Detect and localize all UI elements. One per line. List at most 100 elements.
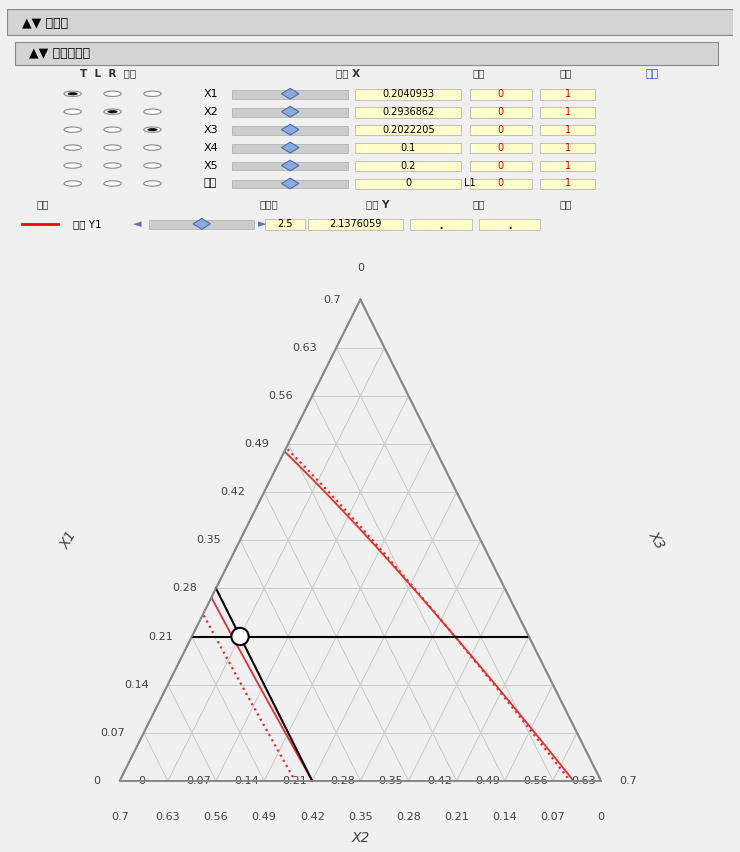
Circle shape bbox=[107, 110, 118, 113]
Text: 0.28: 0.28 bbox=[396, 812, 421, 822]
Text: 1: 1 bbox=[565, 89, 571, 99]
Text: 下限: 下限 bbox=[473, 199, 485, 209]
Circle shape bbox=[64, 163, 81, 168]
Text: 0.56: 0.56 bbox=[269, 391, 293, 400]
FancyBboxPatch shape bbox=[309, 219, 403, 230]
Circle shape bbox=[67, 92, 78, 95]
Text: 0.28: 0.28 bbox=[172, 584, 197, 593]
Text: 当前 X: 当前 X bbox=[336, 68, 360, 78]
Text: 0.63: 0.63 bbox=[155, 812, 180, 822]
Text: 0.63: 0.63 bbox=[571, 776, 596, 786]
Text: 上限: 上限 bbox=[559, 199, 572, 209]
Text: 类型: 类型 bbox=[204, 178, 217, 188]
FancyBboxPatch shape bbox=[265, 219, 305, 230]
Text: 0.14: 0.14 bbox=[124, 680, 149, 689]
Text: .: . bbox=[438, 215, 444, 233]
Text: 1: 1 bbox=[565, 160, 571, 170]
FancyBboxPatch shape bbox=[15, 42, 718, 65]
Text: 0.21: 0.21 bbox=[444, 812, 469, 822]
FancyBboxPatch shape bbox=[470, 142, 532, 153]
Text: X4: X4 bbox=[204, 142, 218, 153]
Text: 0.07: 0.07 bbox=[100, 728, 124, 738]
Text: 当前 Y: 当前 Y bbox=[366, 199, 389, 209]
Text: 0.63: 0.63 bbox=[292, 343, 317, 353]
FancyBboxPatch shape bbox=[470, 89, 532, 100]
Text: 0.2040933: 0.2040933 bbox=[383, 89, 434, 99]
FancyBboxPatch shape bbox=[232, 144, 349, 153]
Text: L1: L1 bbox=[464, 178, 476, 188]
FancyBboxPatch shape bbox=[232, 126, 349, 135]
Text: 更改: 更改 bbox=[645, 68, 659, 78]
Text: 0.49: 0.49 bbox=[244, 439, 269, 449]
Circle shape bbox=[144, 91, 161, 96]
Text: 0.56: 0.56 bbox=[204, 812, 228, 822]
FancyBboxPatch shape bbox=[232, 108, 349, 117]
Text: ►: ► bbox=[258, 219, 266, 229]
Polygon shape bbox=[281, 89, 299, 99]
FancyBboxPatch shape bbox=[540, 89, 595, 100]
Polygon shape bbox=[193, 218, 210, 229]
Text: 0: 0 bbox=[497, 160, 504, 170]
Text: 0.42: 0.42 bbox=[220, 487, 245, 497]
FancyBboxPatch shape bbox=[232, 90, 349, 99]
Text: X3: X3 bbox=[204, 124, 218, 135]
Text: 0.07: 0.07 bbox=[186, 776, 211, 786]
Text: ▲▼ 刻画器: ▲▼ 刻画器 bbox=[22, 16, 68, 30]
Circle shape bbox=[104, 127, 121, 132]
Text: 0.56: 0.56 bbox=[523, 776, 548, 786]
FancyBboxPatch shape bbox=[470, 179, 532, 189]
Text: 0.42: 0.42 bbox=[427, 776, 451, 786]
FancyBboxPatch shape bbox=[355, 179, 460, 189]
Text: 0.2: 0.2 bbox=[401, 160, 416, 170]
Text: 上限: 上限 bbox=[559, 68, 572, 78]
Text: ◄: ◄ bbox=[133, 219, 141, 229]
Text: 1: 1 bbox=[565, 178, 571, 188]
Text: X5: X5 bbox=[204, 160, 218, 170]
FancyBboxPatch shape bbox=[479, 219, 540, 230]
Text: 0: 0 bbox=[93, 776, 101, 786]
Circle shape bbox=[104, 145, 121, 150]
FancyBboxPatch shape bbox=[470, 106, 532, 118]
FancyBboxPatch shape bbox=[470, 124, 532, 135]
Text: 0.7: 0.7 bbox=[619, 776, 637, 786]
FancyBboxPatch shape bbox=[355, 161, 460, 171]
Text: 预测 Y1: 预测 Y1 bbox=[73, 219, 101, 229]
Circle shape bbox=[144, 181, 161, 187]
FancyBboxPatch shape bbox=[540, 179, 595, 189]
Text: 0.2936862: 0.2936862 bbox=[383, 106, 434, 117]
Text: 0.7: 0.7 bbox=[111, 812, 129, 822]
Text: X2: X2 bbox=[204, 106, 218, 117]
Text: 等高线: 等高线 bbox=[259, 199, 278, 209]
Circle shape bbox=[147, 128, 158, 131]
Circle shape bbox=[64, 181, 81, 187]
Text: 0: 0 bbox=[497, 178, 504, 188]
Text: T  L  R  因子: T L R 因子 bbox=[80, 68, 136, 78]
Text: 0.42: 0.42 bbox=[300, 812, 325, 822]
Text: 0.49: 0.49 bbox=[252, 812, 277, 822]
Text: 0.21: 0.21 bbox=[148, 631, 172, 642]
FancyBboxPatch shape bbox=[540, 161, 595, 171]
Text: 0.35: 0.35 bbox=[196, 535, 221, 545]
Polygon shape bbox=[281, 142, 299, 153]
Text: X1: X1 bbox=[204, 89, 218, 99]
Text: 0.07: 0.07 bbox=[540, 812, 565, 822]
Text: 0: 0 bbox=[497, 89, 504, 99]
FancyBboxPatch shape bbox=[355, 106, 460, 118]
Polygon shape bbox=[281, 106, 299, 117]
Text: 2.5: 2.5 bbox=[278, 219, 293, 229]
FancyBboxPatch shape bbox=[355, 89, 460, 100]
Text: 2.1376059: 2.1376059 bbox=[329, 219, 382, 229]
FancyBboxPatch shape bbox=[410, 219, 471, 230]
Circle shape bbox=[64, 127, 81, 132]
Text: 0.1: 0.1 bbox=[401, 142, 416, 153]
Polygon shape bbox=[281, 178, 299, 189]
Circle shape bbox=[144, 127, 161, 132]
Text: 下限: 下限 bbox=[473, 68, 485, 78]
Circle shape bbox=[144, 163, 161, 168]
Text: 0.14: 0.14 bbox=[492, 812, 517, 822]
FancyBboxPatch shape bbox=[470, 161, 532, 171]
Text: 0.7: 0.7 bbox=[323, 295, 341, 304]
Text: X1: X1 bbox=[58, 529, 80, 552]
Text: 0.21: 0.21 bbox=[283, 776, 307, 786]
FancyBboxPatch shape bbox=[355, 124, 460, 135]
